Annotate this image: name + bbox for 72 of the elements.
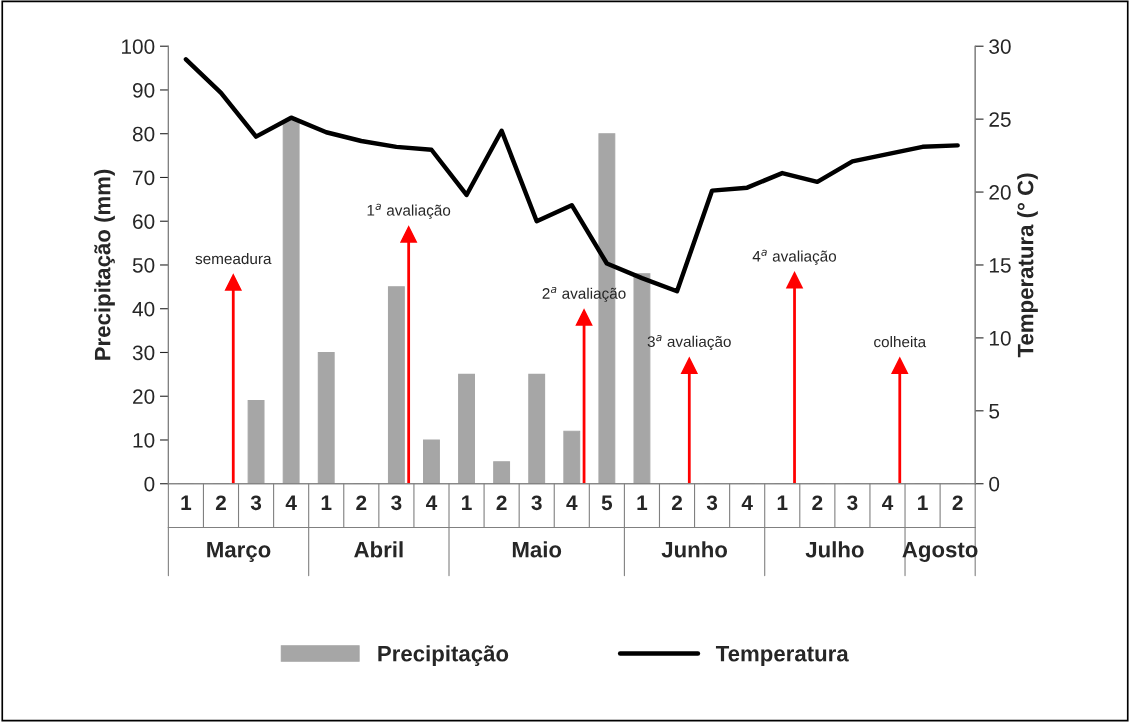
y-tick-label: 0 (144, 476, 155, 492)
y-tick-label: 60 (133, 214, 155, 229)
point (400, 226, 417, 243)
point (786, 271, 803, 289)
y-tick-label: 70 (133, 170, 155, 186)
x-tick-label: 2 (671, 495, 682, 510)
y-tick-label: 10 (133, 432, 155, 448)
text: Abril (354, 541, 403, 558)
point (891, 357, 909, 374)
text: Maio (512, 541, 562, 558)
point (680, 357, 698, 374)
x-tick-label: 1 (637, 495, 648, 510)
bar (387, 286, 405, 484)
text: Março (207, 542, 271, 562)
text: Junho (661, 541, 728, 558)
x-tick-label: 3 (706, 495, 718, 511)
y2-tick-label: 20 (989, 185, 1011, 200)
text: Agosto (902, 541, 978, 562)
y2-tick-label: 25 (989, 112, 1011, 127)
y-tick-label: 80 (132, 126, 155, 142)
y-tick-label: 100 (122, 39, 155, 54)
annotation: colheita (874, 336, 927, 348)
bar (528, 373, 546, 484)
x-tick-label: 3 (391, 495, 402, 511)
x-tick-label: 3 (250, 495, 262, 511)
x-tick-label: 1 (462, 495, 472, 510)
annotation: semeadura (195, 252, 272, 265)
bar (282, 120, 300, 484)
y2-tick-label: 30 (989, 39, 1011, 54)
annotation: 3$^{a}$ avaliação (647, 335, 731, 351)
point (224, 274, 242, 291)
x-tick-label: 1 (321, 495, 332, 510)
y-tick-label: 50 (132, 257, 155, 273)
y2-tick-label: 10 (989, 330, 1011, 346)
annotation: 4$^{a}$ avaliação (752, 249, 837, 265)
x-tick-label: 2 (356, 495, 367, 510)
bar (563, 430, 581, 484)
point (575, 309, 593, 326)
x-tick-label: 2 (812, 495, 823, 510)
y2-axis-title: Temperatura (° C) (1017, 173, 1038, 358)
x-tick-label: 1 (181, 495, 192, 510)
legend-label: Temperatura (715, 646, 849, 666)
text: Julho (805, 541, 864, 558)
x-tick-label: 2 (496, 495, 507, 510)
x-tick-label: 4 (882, 495, 894, 510)
y-tick-label: 20 (133, 389, 155, 404)
x-tick-label: 1 (777, 495, 788, 510)
y2-tick-label: 5 (989, 404, 1000, 419)
bar (423, 439, 440, 484)
bar (247, 400, 265, 484)
y-tick-label: 90 (132, 82, 155, 98)
annotation: 2$^{a}$ avaliação (542, 286, 626, 302)
bar (458, 373, 475, 484)
y-tick-label: 40 (132, 301, 155, 317)
x-tick-label: 3 (531, 495, 542, 511)
y-axis-title: Precipitação (mm) (94, 169, 115, 360)
x-tick-label: 1 (918, 495, 928, 510)
x-tick-label: 3 (847, 495, 858, 511)
x-tick-label: 2 (952, 495, 963, 510)
x-tick-label: 5 (601, 495, 613, 511)
y2-tick-label: 0 (989, 476, 1000, 492)
bar (493, 461, 511, 484)
x-tick-label: 4 (741, 495, 753, 510)
bar (317, 351, 335, 484)
x-tick-label: 4 (425, 495, 438, 510)
y2-tick-label: 15 (989, 258, 1011, 273)
x-tick-label: 4 (285, 495, 297, 510)
y-tick-label: 30 (132, 345, 155, 361)
x-tick-label: 4 (566, 495, 578, 510)
legend-label: Precipitação (378, 645, 509, 666)
annotation: 1$^{a}$ avaliação (367, 203, 451, 219)
x-tick-label: 2 (215, 495, 226, 510)
